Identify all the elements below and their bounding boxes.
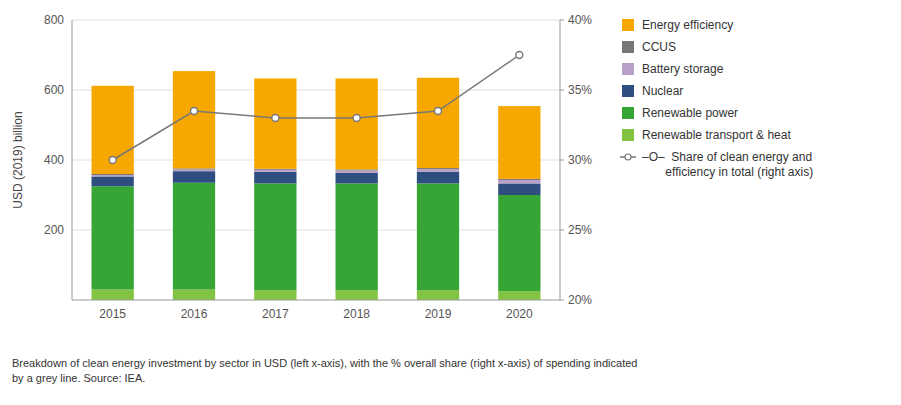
- line-marker: [272, 115, 279, 122]
- x-tick-label: 2016: [181, 307, 208, 321]
- chart: 200 400 600 800 20% 25% 30% 35% 40% USD (2019) bi…: [0, 0, 901, 405]
- legend-label: Renewable transport & heat: [642, 128, 791, 142]
- bar-segment: [92, 86, 134, 174]
- grid-line: [72, 160, 560, 161]
- legend-label-line: –O– Share of clean energy and: [642, 150, 812, 164]
- legend-label-line: Renewable power: [642, 106, 738, 120]
- bar-segment: [254, 169, 296, 170]
- legend-label: CCUS: [642, 40, 676, 54]
- bar-segment: [254, 170, 296, 172]
- legend-swatch: [622, 85, 634, 97]
- x-tick-label: 2018: [343, 307, 370, 321]
- bar-segment: [336, 171, 378, 173]
- legend-label-line: Battery storage: [642, 62, 724, 76]
- legend-swatch: [622, 19, 634, 31]
- bar-segment: [254, 172, 296, 184]
- bar-segment: [498, 183, 540, 195]
- bar-segment: [173, 290, 215, 301]
- bar-segment: [336, 169, 378, 170]
- y2-tick: [560, 90, 564, 91]
- bar-segment: [417, 172, 459, 184]
- line: [113, 55, 520, 160]
- caption-line: by a grey line. Source: IEA.: [12, 372, 145, 384]
- legend-label-line: Renewable transport & heat: [642, 128, 791, 142]
- line-marker: [435, 108, 442, 115]
- x-tick-label: 2019: [425, 307, 452, 321]
- bar-segment: [173, 168, 215, 169]
- caption: Breakdown of clean energy investment by …: [12, 357, 637, 384]
- grid-line: [72, 230, 560, 231]
- y2-tick: [560, 160, 564, 161]
- bar-segment: [417, 168, 459, 169]
- bar-segment: [336, 173, 378, 184]
- legend-label-line: Energy efficiency: [642, 18, 733, 32]
- grid-line: [72, 20, 560, 21]
- legend-swatch: [622, 107, 634, 119]
- y2-tick-label: 35%: [568, 83, 592, 97]
- y2-tick-label: 25%: [568, 223, 592, 237]
- bar-segment: [498, 106, 540, 179]
- legend-label: Energy efficiency: [642, 18, 733, 32]
- bar-segment: [498, 195, 540, 291]
- bar-segment: [173, 171, 215, 183]
- line-marker: [353, 115, 360, 122]
- bar-segment: [336, 290, 378, 300]
- bar-segment: [417, 183, 459, 290]
- y2-tick-label: 30%: [568, 153, 592, 167]
- y-axis-label: USD (2019) billion: [11, 111, 25, 208]
- bar-segment: [498, 291, 540, 300]
- y-tick-label: 200: [44, 223, 64, 237]
- bar-segment: [92, 176, 134, 186]
- legend-label: –O– Share of clean energy and efficiency…: [642, 150, 813, 179]
- bar-segment: [173, 169, 215, 171]
- bar-segment: [254, 183, 296, 290]
- bar-segment: [417, 78, 459, 168]
- y2-tick-label: 40%: [568, 13, 592, 27]
- bar-segment: [254, 290, 296, 300]
- x-tick-label: 2020: [506, 307, 533, 321]
- bar-segment: [498, 180, 540, 184]
- legend-swatch: [622, 41, 634, 53]
- bar-segment: [336, 78, 378, 169]
- grid-line: [72, 90, 560, 91]
- legend-label: Renewable power: [642, 106, 738, 120]
- legend-label-line: CCUS: [642, 40, 676, 54]
- legend-swatch-marker: [625, 154, 631, 160]
- legend-swatch: [622, 63, 634, 75]
- bar-segment: [336, 183, 378, 290]
- legend-label-line: efficiency in total (right axis): [642, 165, 813, 179]
- y-tick-label: 600: [44, 83, 64, 97]
- line-marker: [109, 157, 116, 164]
- bar-segment: [498, 179, 540, 180]
- y2-tick: [560, 20, 564, 21]
- x-tick-label: 2015: [99, 307, 126, 321]
- y-tick-label: 800: [44, 13, 64, 27]
- line-marker: [516, 52, 523, 59]
- bar-segment: [417, 169, 459, 172]
- bar-segment: [92, 290, 134, 301]
- bar-segment: [92, 186, 134, 289]
- bar-segment: [417, 290, 459, 300]
- legend-label: Nuclear: [642, 84, 683, 98]
- y2-tick-label: 20%: [568, 293, 592, 307]
- bar-segment: [173, 183, 215, 290]
- y2-axis-line: [560, 20, 561, 300]
- x-axis-line: [72, 300, 560, 301]
- y2-tick: [560, 230, 564, 231]
- bar-segment: [92, 174, 134, 175]
- legend-label: Battery storage: [642, 62, 724, 76]
- caption-line: Breakdown of clean energy investment by …: [12, 357, 637, 369]
- x-tick-label: 2017: [262, 307, 289, 321]
- plot-area: [92, 52, 541, 301]
- line-marker: [191, 108, 198, 115]
- y-tick-label: 400: [44, 153, 64, 167]
- legend-swatch: [622, 129, 634, 141]
- y-axis-line: [72, 20, 73, 300]
- legend-label-line: Nuclear: [642, 84, 683, 98]
- y2-tick: [560, 300, 564, 301]
- bar-segment: [92, 175, 134, 176]
- bar-segment: [254, 78, 296, 168]
